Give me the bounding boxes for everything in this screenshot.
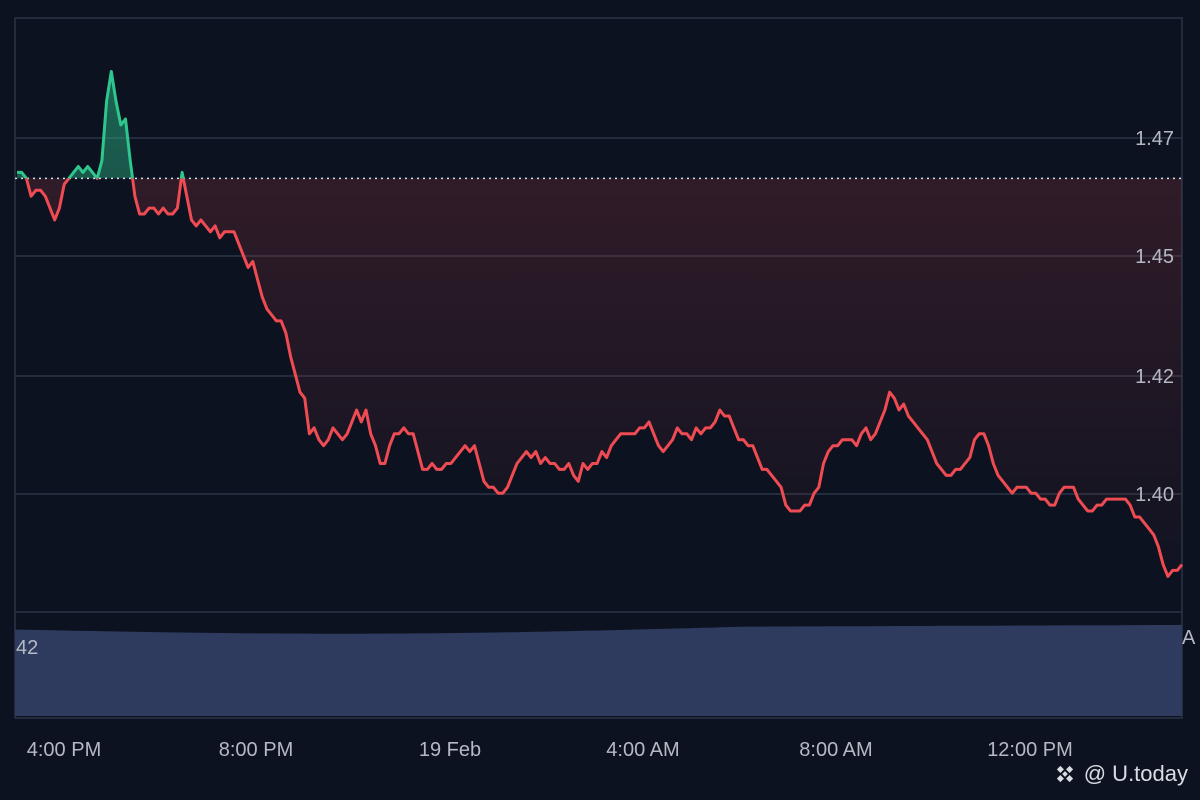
price-line [17,70,1184,578]
y-tick-label: 1.42 [1135,366,1174,388]
volume-label-right: A [1182,627,1196,649]
x-tick-label: 8:00 PM [219,739,293,761]
x-tick-label: 8:00 AM [799,739,872,761]
volume-area [15,624,1182,716]
area-below-baseline [17,178,1182,577]
x-axis-ticks: 4:00 PM 8:00 PM 19 Feb 4:00 AM 8:00 AM 12:00 … [27,739,1073,761]
x-tick-label: 4:00 AM [606,739,679,761]
volume-label-left: 42 [16,637,38,659]
watermark: @ U.today [1054,760,1188,788]
watermark-text: @ U.today [1083,761,1188,786]
x-tick-label: 12:00 PM [987,739,1073,761]
y-tick-label: 1.40 [1135,484,1174,506]
volume-bars [15,624,1182,716]
y-tick-label: 1.47 [1135,128,1174,150]
x-tick-label: 4:00 PM [27,739,101,761]
y-axis-ticks: 1.47 1.45 1.42 1.40 [1135,128,1174,506]
x-tick-label: 19 Feb [419,739,481,761]
price-line-down [24,178,1184,578]
area-fill [15,71,1182,577]
y-tick-label: 1.45 [1135,246,1174,268]
binance-logo-icon [1054,763,1076,785]
